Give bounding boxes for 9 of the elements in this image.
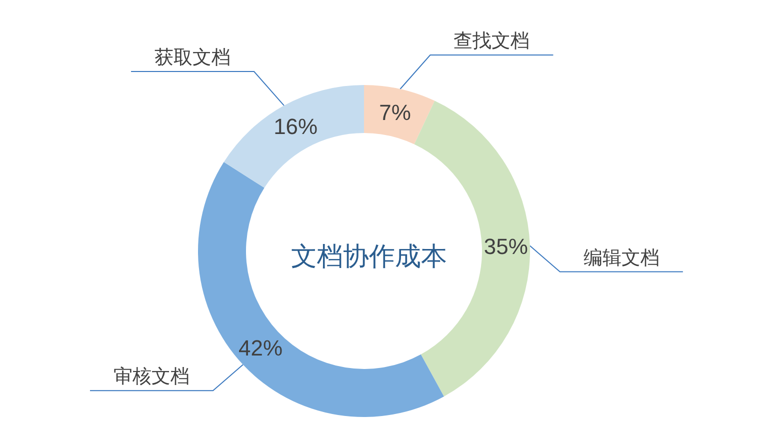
slice-label: 查找文档 — [454, 31, 530, 52]
slice-label: 审核文档 — [113, 366, 190, 388]
text: 文档协作成本 — [291, 241, 447, 271]
data-label: 35% — [484, 234, 528, 260]
data-label: 16% — [274, 114, 318, 140]
data-label: 42% — [238, 336, 283, 361]
slice-label: 编辑文档 — [583, 248, 660, 269]
data-label: 7% — [379, 100, 411, 125]
slice-label: 获取文档 — [154, 48, 231, 69]
